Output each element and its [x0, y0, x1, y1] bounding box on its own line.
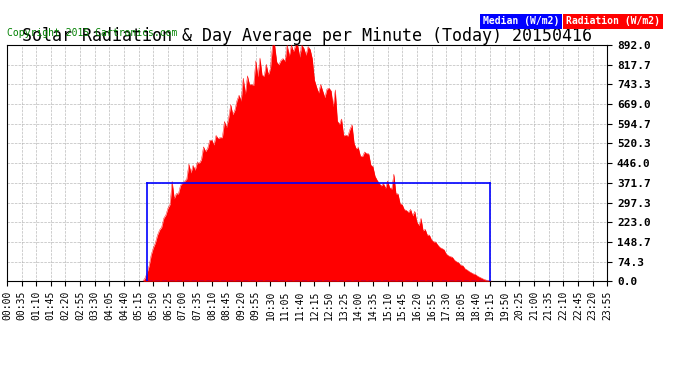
Text: Copyright 2015 Cartronics.com: Copyright 2015 Cartronics.com: [7, 28, 177, 38]
Text: Radiation (W/m2): Radiation (W/m2): [566, 16, 660, 26]
Title: Solar Radiation & Day Average per Minute (Today) 20150416: Solar Radiation & Day Average per Minute…: [22, 27, 592, 45]
Text: Median (W/m2): Median (W/m2): [483, 16, 560, 26]
